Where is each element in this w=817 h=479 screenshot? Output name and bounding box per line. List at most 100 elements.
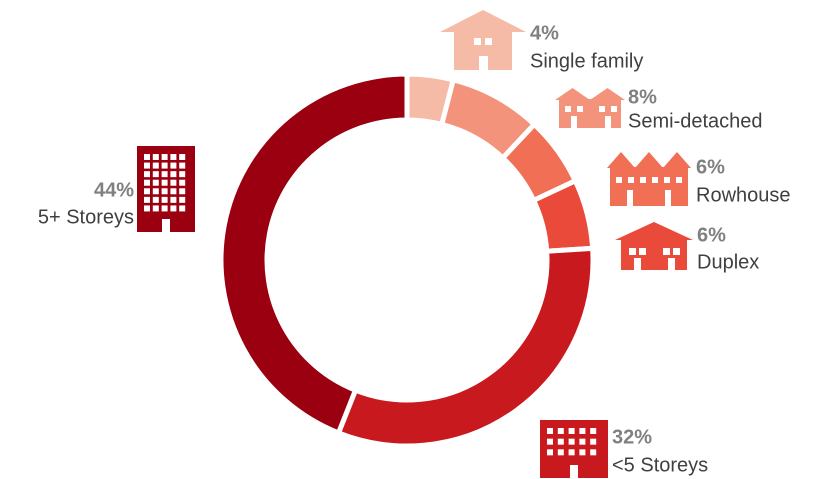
building-icon: [440, 10, 526, 70]
building-icon: [607, 152, 691, 206]
percent-label: 44%: [94, 179, 134, 201]
icon-window: [152, 188, 159, 195]
icon-window: [170, 205, 177, 212]
icon-roof: [635, 152, 663, 168]
icon-window: [663, 248, 670, 255]
category-label: Semi-detached: [628, 110, 763, 132]
icon-window: [179, 179, 186, 186]
icon-window: [161, 171, 168, 178]
icon-roof: [440, 10, 526, 32]
icon-window: [565, 106, 571, 112]
icon-roof: [607, 152, 635, 168]
icon-window: [652, 177, 658, 183]
building-icon: [137, 146, 195, 232]
icon-window: [474, 38, 481, 45]
icon-window: [629, 248, 636, 255]
icon-window: [179, 171, 186, 178]
icon-window: [170, 171, 177, 178]
icon-body: [610, 167, 688, 206]
icon-window: [579, 449, 586, 456]
donut-segment: [218, 71, 410, 437]
percent-label: 4%: [530, 22, 559, 44]
icon-window: [668, 258, 675, 270]
icon-roof: [615, 222, 693, 240]
icon-body: [559, 99, 621, 128]
icon-window: [161, 179, 168, 186]
icon-window: [547, 449, 553, 456]
icon-window: [627, 190, 633, 206]
icon-window: [568, 449, 575, 456]
icon-window: [579, 428, 586, 434]
percent-label: 8%: [628, 86, 657, 108]
icon-window: [568, 438, 575, 445]
icon-window: [557, 449, 564, 456]
category-label: Rowhouse: [696, 184, 791, 206]
icon-window: [616, 177, 622, 183]
icon-window: [557, 428, 564, 434]
icon-window: [144, 179, 150, 186]
icon-window: [162, 219, 170, 232]
icon-window: [639, 248, 646, 255]
icon-roof: [590, 88, 625, 100]
icon-window: [144, 162, 150, 169]
icon-window: [152, 162, 159, 169]
icon-window: [144, 171, 150, 178]
icon-window: [479, 56, 488, 70]
icon-window: [179, 205, 186, 212]
category-label: 5+ Storeys: [38, 206, 134, 228]
icon-window: [144, 196, 150, 203]
icon-window: [179, 188, 186, 195]
icon-window: [170, 188, 177, 195]
icon-roof: [555, 88, 590, 100]
icon-window: [571, 116, 577, 128]
icon-window: [570, 465, 578, 478]
icon-window: [590, 449, 597, 456]
icon-window: [634, 258, 641, 270]
donut-segment: [335, 245, 596, 449]
icon-window: [179, 196, 186, 203]
icon-window: [568, 428, 575, 434]
building-icon: [540, 420, 608, 478]
icon-window: [144, 205, 150, 212]
icon-window: [664, 177, 670, 183]
icon-window: [161, 154, 168, 160]
icon-window: [179, 162, 186, 169]
icon-window: [161, 188, 168, 195]
icon-window: [557, 438, 564, 445]
icon-window: [611, 106, 617, 112]
icon-window: [547, 428, 553, 434]
icon-window: [628, 177, 634, 183]
category-label: <5 Storeys: [612, 454, 708, 476]
icon-window: [144, 188, 150, 195]
icon-window: [579, 438, 586, 445]
icon-window: [152, 196, 159, 203]
category-label: Duplex: [697, 251, 759, 273]
icon-window: [673, 248, 680, 255]
building-icon: [615, 222, 693, 270]
icon-window: [640, 177, 646, 183]
icon-window: [170, 154, 177, 160]
icon-window: [170, 162, 177, 169]
category-label: Single family: [530, 50, 643, 72]
icon-window: [599, 106, 605, 112]
icon-window: [605, 116, 611, 128]
icon-window: [161, 205, 168, 212]
icon-window: [152, 154, 159, 160]
percent-label: 6%: [696, 156, 725, 178]
icon-window: [161, 162, 168, 169]
icon-window: [170, 179, 177, 186]
icon-window: [179, 154, 186, 160]
icon-window: [547, 438, 553, 445]
icon-window: [152, 205, 159, 212]
icon-window: [144, 154, 150, 160]
icon-window: [590, 438, 597, 445]
percent-label: 6%: [697, 224, 726, 246]
icon-window: [676, 177, 682, 183]
icon-window: [170, 196, 177, 203]
icon-window: [590, 428, 597, 434]
icon-window: [485, 38, 492, 45]
percent-label: 32%: [612, 426, 652, 448]
building-icon: [555, 88, 625, 128]
